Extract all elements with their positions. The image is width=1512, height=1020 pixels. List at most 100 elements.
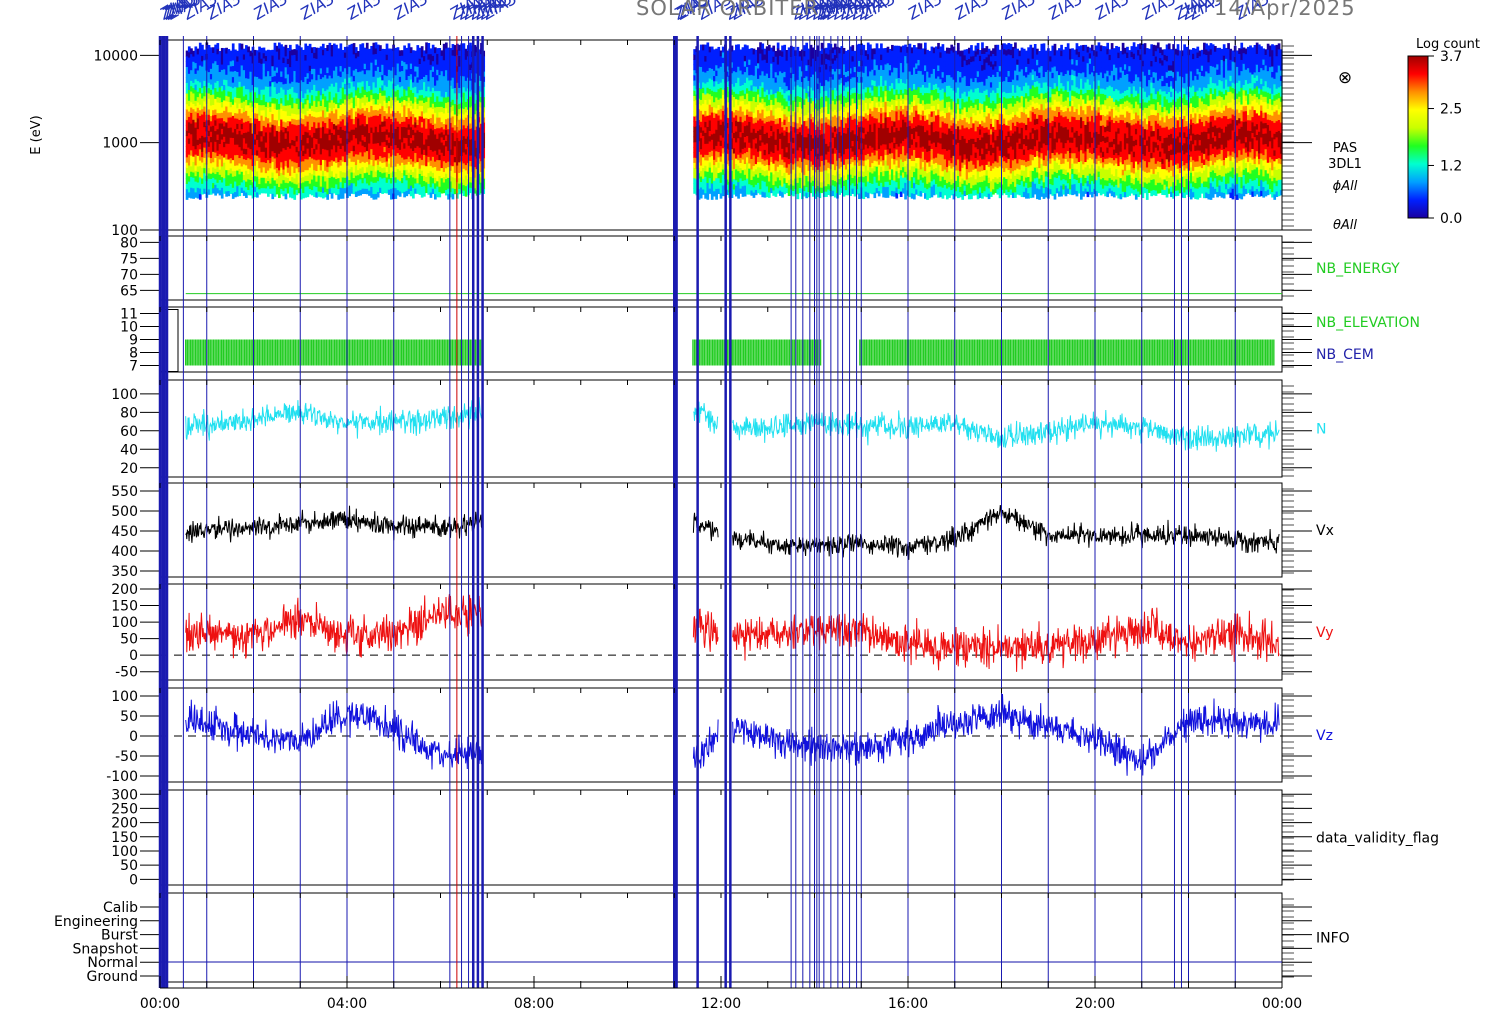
spectrogram-cell [717,135,721,142]
spectrogram-cell [203,188,206,194]
spectrogram-cell [374,47,378,55]
spectrogram-cell [214,162,217,169]
spectrogram-cell [458,188,461,195]
spectrogram-cell [767,153,771,160]
spectrogram-cell [743,125,747,132]
spectrogram-cell [238,119,242,126]
spectrogram-cell [293,92,297,98]
spectrogram-cell [357,185,360,191]
spectrogram-cell [247,152,250,159]
spectrogram-cell [412,66,415,72]
spectrogram-cell [381,157,384,163]
spectrogram-cell [464,148,468,155]
spectrogram-cell [363,52,367,59]
spectrogram-cell [207,151,211,158]
spectrogram-cell [284,61,288,68]
spectrogram-cell [761,87,765,94]
spectrogram-cell [464,132,468,139]
spectrogram-cell [324,170,327,177]
spectrogram-cell [405,169,409,176]
spectrogram-cell [785,182,789,189]
spectrogram-cell [759,183,762,190]
spectrogram-cell [297,61,301,68]
spectrogram-cell [462,190,466,196]
spectrogram-cell [280,65,283,72]
spectrogram-cell [216,128,220,135]
spectrogram-cell [297,129,301,136]
spectrogram-cell [332,43,336,50]
spectrogram-cell [288,175,292,182]
spectrogram-cell [317,159,321,166]
spectrogram-cell [282,83,286,90]
spectrogram-cell [194,84,198,91]
spectrogram-cell [242,190,246,196]
spectrogram-cell [702,114,705,120]
spectrogram-cell [277,92,281,99]
spectrogram-cell [403,77,406,84]
spectrogram-cell [376,131,380,138]
spectrogram-cell [304,49,308,56]
spectrogram-cell [220,187,224,194]
spectrogram-cell [280,188,283,195]
spectrogram-cell [201,183,204,190]
spectrogram-cell [201,172,204,179]
spectrogram-cell [407,139,411,146]
spectrogram-cell [227,49,231,55]
spectrogram-cell [440,106,444,112]
spectrogram-cell [234,133,237,140]
spectrogram-cell [416,76,420,83]
spectrogram-cell [332,118,336,125]
spectrogram-cell [262,52,266,59]
spectrogram-cell [295,65,299,72]
spectrogram-cell [774,165,778,171]
spectrogram-cell [291,187,294,194]
spectrogram-cell [719,76,723,83]
spectrogram-cell [730,83,734,90]
spectrogram-cell [352,150,356,157]
spectrogram-cell [297,92,301,99]
spectrogram-cell [699,154,703,161]
spectrogram-cell [337,161,341,168]
spectrogram-cell [451,82,455,89]
spectrogram-cell [741,63,745,70]
spectrogram-cell [732,147,736,154]
spectrogram-cell [449,106,453,113]
spectrogram-cell [310,189,314,196]
spectrogram-cell [425,117,428,124]
spectrogram-cell [363,125,367,132]
spectrogram-cell [275,130,279,137]
spectrogram-cell [337,59,341,66]
spectrogram-cell [227,174,231,181]
spectrogram-cell [227,101,231,108]
spectrogram-cell [398,102,402,109]
spectrogram-cell [741,84,745,91]
spectrogram-cell [212,109,215,116]
spectrogram-cell [302,139,305,146]
spectrogram-cell [291,102,294,109]
spectrogram-cell [741,89,745,96]
spectrogram-cell [370,143,373,150]
spectrogram-cell [730,56,734,63]
spectrogram-cell [238,65,242,71]
spectrogram-cell [271,193,275,200]
spectrogram-cell [412,124,415,130]
spectrogram-cell [288,93,292,100]
spectrogram-cell [469,106,472,113]
spectrogram-cell [737,148,740,155]
spectrogram-cell [256,60,259,67]
spectrogram-cell [436,64,439,70]
spectrogram-cell [277,75,281,82]
spectrogram-cell [313,47,316,53]
spectrogram-cell [350,145,354,152]
spectrogram-cell [754,132,758,139]
spectrogram-cell [761,109,765,116]
spectrogram-cell [473,113,477,120]
spectrogram-cell [335,82,338,89]
spectrogram-cell [354,111,358,117]
spectrogram-cell [185,124,189,131]
spectrogram-cell [341,187,345,194]
spectrogram-cell [449,191,453,198]
spectrogram-cell [420,94,424,101]
spectrogram-cell [262,99,266,106]
spectrogram-cell [198,182,202,189]
